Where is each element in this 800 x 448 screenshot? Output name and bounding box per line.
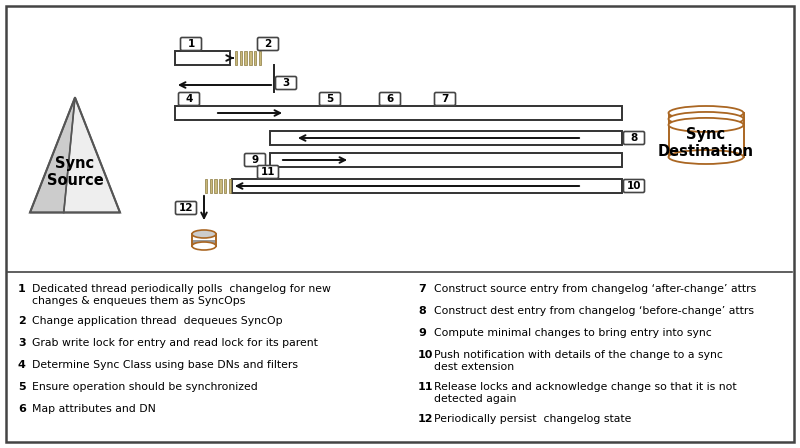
Bar — [210, 179, 212, 193]
Bar — [254, 51, 256, 65]
Bar — [245, 51, 247, 65]
Text: Construct source entry from changelog ‘after-change’ attrs: Construct source entry from changelog ‘a… — [434, 284, 756, 294]
Text: 9: 9 — [418, 328, 426, 338]
FancyBboxPatch shape — [623, 180, 645, 193]
Ellipse shape — [192, 230, 216, 238]
Bar — [270, 153, 622, 167]
Text: Change application thread  dequeues SyncOp: Change application thread dequeues SyncO… — [32, 316, 282, 326]
Bar — [175, 51, 230, 65]
FancyBboxPatch shape — [434, 92, 455, 105]
Bar — [175, 106, 622, 120]
Text: 12: 12 — [178, 203, 194, 213]
FancyBboxPatch shape — [379, 92, 401, 105]
Bar — [219, 179, 222, 193]
Text: 1: 1 — [187, 39, 194, 49]
Text: 4: 4 — [18, 360, 26, 370]
FancyBboxPatch shape — [181, 38, 202, 51]
FancyBboxPatch shape — [178, 92, 199, 105]
FancyBboxPatch shape — [275, 77, 297, 90]
Bar — [192, 240, 216, 246]
Text: 2: 2 — [264, 39, 272, 49]
Text: 6: 6 — [386, 94, 394, 104]
Ellipse shape — [669, 150, 743, 164]
Ellipse shape — [669, 112, 743, 126]
Text: 9: 9 — [251, 155, 258, 165]
Text: 12: 12 — [418, 414, 434, 424]
Bar — [235, 51, 238, 65]
Text: Ensure operation should be synchronized: Ensure operation should be synchronized — [32, 382, 258, 392]
Text: 7: 7 — [418, 284, 426, 294]
Bar — [258, 51, 261, 65]
Text: 3: 3 — [282, 78, 290, 88]
Text: Sync
Source: Sync Source — [46, 156, 103, 188]
FancyBboxPatch shape — [258, 38, 278, 51]
Text: 1: 1 — [18, 284, 26, 294]
Text: Periodically persist  changelog state: Periodically persist changelog state — [434, 414, 631, 424]
FancyBboxPatch shape — [319, 92, 341, 105]
Text: Map attributes and DN: Map attributes and DN — [32, 404, 156, 414]
Text: 11: 11 — [261, 167, 275, 177]
FancyBboxPatch shape — [623, 132, 645, 145]
Bar — [240, 51, 242, 65]
Text: 5: 5 — [326, 94, 334, 104]
Bar — [270, 131, 622, 145]
FancyBboxPatch shape — [258, 165, 278, 178]
Text: 10: 10 — [418, 350, 434, 360]
Text: Grab write lock for entry and read lock for its parent: Grab write lock for entry and read lock … — [32, 338, 318, 348]
Text: Release locks and acknowledge change so that it is not
detected again: Release locks and acknowledge change so … — [434, 382, 737, 404]
FancyBboxPatch shape — [175, 202, 197, 215]
Text: 10: 10 — [626, 181, 642, 191]
Text: Determine Sync Class using base DNs and filters: Determine Sync Class using base DNs and … — [32, 360, 298, 370]
Polygon shape — [30, 98, 75, 212]
Bar — [214, 179, 217, 193]
Text: 6: 6 — [18, 404, 26, 414]
Bar — [229, 179, 231, 193]
Ellipse shape — [192, 242, 216, 250]
Text: 3: 3 — [18, 338, 26, 348]
Text: 8: 8 — [630, 133, 638, 143]
Ellipse shape — [669, 118, 743, 132]
Bar — [224, 179, 226, 193]
Bar — [192, 234, 216, 246]
Text: Construct dest entry from changelog ‘before-change’ attrs: Construct dest entry from changelog ‘bef… — [434, 306, 754, 316]
Text: 4: 4 — [186, 94, 193, 104]
Ellipse shape — [669, 106, 743, 120]
Text: 8: 8 — [418, 306, 426, 316]
Bar — [232, 179, 622, 193]
Polygon shape — [64, 98, 120, 212]
Text: Dedicated thread periodically polls  changelog for new
changes & enqueues them a: Dedicated thread periodically polls chan… — [32, 284, 331, 306]
FancyBboxPatch shape — [245, 154, 266, 167]
Text: Sync
Destination: Sync Destination — [658, 127, 754, 159]
Bar — [205, 179, 207, 193]
Text: 5: 5 — [18, 382, 26, 392]
Text: Push notification with details of the change to a sync
dest extension: Push notification with details of the ch… — [434, 350, 723, 371]
Text: Compute minimal changes to bring entry into sync: Compute minimal changes to bring entry i… — [434, 328, 712, 338]
Text: 11: 11 — [418, 382, 434, 392]
Bar — [669, 113, 743, 157]
Text: 2: 2 — [18, 316, 26, 326]
Text: 7: 7 — [442, 94, 449, 104]
Bar — [249, 51, 251, 65]
